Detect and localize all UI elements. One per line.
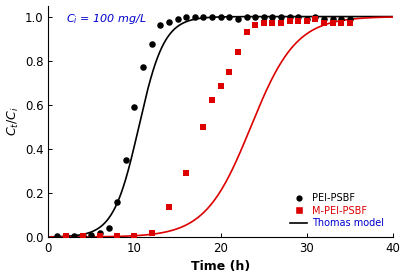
Point — [234, 16, 241, 21]
Point — [226, 69, 232, 74]
Point — [251, 23, 258, 28]
Point — [79, 234, 86, 239]
Point — [337, 21, 344, 25]
Point — [200, 14, 206, 19]
Point — [286, 14, 292, 19]
Point — [226, 14, 232, 19]
Point — [337, 16, 344, 21]
Point — [157, 23, 163, 28]
Point — [286, 19, 292, 23]
Point — [277, 21, 284, 25]
Point — [294, 14, 301, 19]
Point — [208, 98, 215, 103]
Point — [208, 14, 215, 19]
Text: $C_i$ = 100 mg/L: $C_i$ = 100 mg/L — [65, 13, 146, 27]
Point — [200, 124, 206, 129]
Point — [53, 234, 60, 239]
X-axis label: Time (h): Time (h) — [191, 260, 249, 273]
Point — [260, 21, 266, 25]
Point — [131, 105, 137, 109]
Point — [96, 234, 103, 239]
Point — [148, 42, 155, 46]
Point — [88, 233, 94, 237]
Point — [122, 158, 129, 162]
Point — [328, 16, 335, 21]
Point — [131, 234, 137, 238]
Point — [234, 50, 241, 54]
Point — [165, 205, 172, 210]
Point — [183, 14, 189, 19]
Point — [269, 14, 275, 19]
Legend: PEI-PSBF, M-PEI-PSBF, Thomas model: PEI-PSBF, M-PEI-PSBF, Thomas model — [285, 189, 387, 232]
Point — [165, 20, 172, 24]
Point — [303, 16, 309, 21]
Point — [269, 21, 275, 25]
Point — [114, 234, 120, 239]
Point — [114, 199, 120, 204]
Point — [79, 234, 86, 238]
Point — [183, 171, 189, 175]
Point — [243, 30, 249, 34]
Point — [62, 234, 68, 239]
Point — [105, 226, 112, 230]
Point — [96, 230, 103, 235]
Point — [71, 234, 77, 239]
Point — [148, 230, 155, 235]
Point — [320, 16, 326, 21]
Point — [251, 14, 258, 19]
Point — [243, 14, 249, 19]
Point — [311, 16, 318, 21]
Point — [303, 19, 309, 23]
Point — [217, 84, 223, 88]
Point — [139, 65, 146, 69]
Point — [294, 19, 301, 23]
Point — [62, 234, 68, 239]
Point — [311, 14, 318, 19]
Point — [346, 21, 352, 25]
Point — [260, 14, 266, 19]
Y-axis label: $C_t$/$C_i$: $C_t$/$C_i$ — [6, 106, 21, 136]
Point — [217, 14, 223, 19]
Point — [191, 14, 198, 19]
Point — [174, 16, 180, 21]
Point — [277, 14, 284, 19]
Point — [328, 21, 335, 25]
Point — [346, 16, 352, 21]
Point — [320, 21, 326, 25]
